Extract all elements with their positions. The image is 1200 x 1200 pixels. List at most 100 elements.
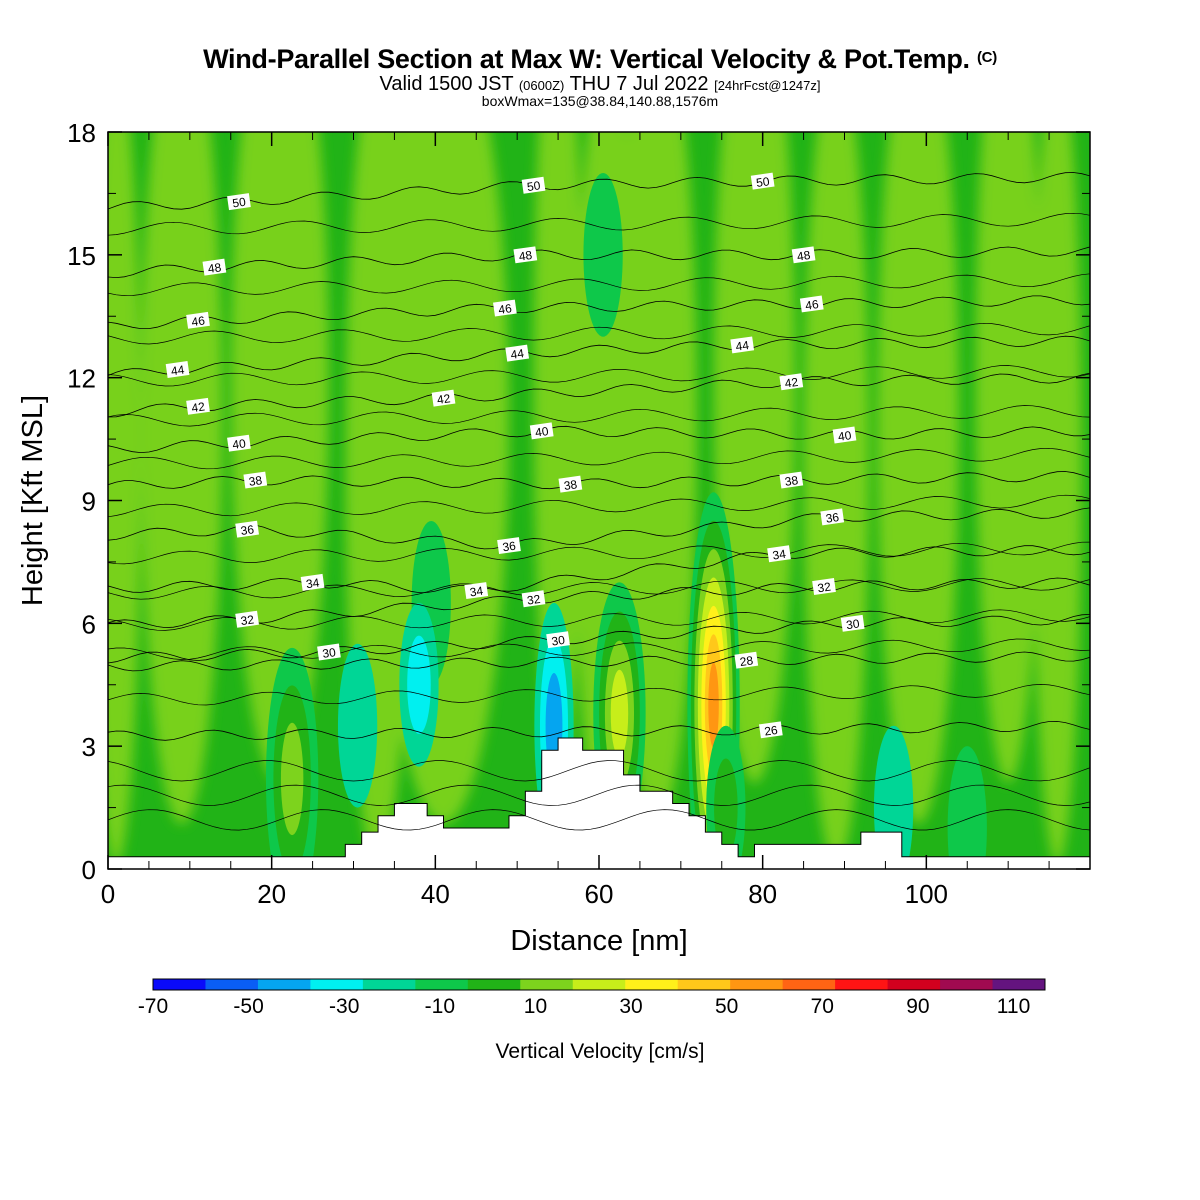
colorbar-swatch [677, 979, 731, 990]
theta-contour [108, 578, 1090, 600]
theta-contour [108, 638, 1090, 660]
updraft-core-level [610, 669, 629, 758]
theta-label: 46 [799, 295, 824, 313]
theta-label: 26 [758, 721, 783, 739]
theta-label-box [227, 193, 251, 211]
theta-label-text: 46 [191, 313, 206, 329]
theta-label-box [186, 311, 210, 329]
theta-label-text: 42 [784, 375, 799, 391]
colorbar-label: Vertical Velocity [cm/s] [496, 1040, 705, 1063]
terrain [107, 737, 1091, 870]
theta-contour [108, 609, 1090, 631]
colorbar-frame [152, 978, 1046, 991]
colorbar: -70 -50 -30 -10 10 30 50 70 90 110 Vertical Veloci… [138, 978, 1046, 1063]
theta-label-text: 34 [469, 584, 484, 600]
theta-contour [108, 760, 1090, 782]
theta-label-text: 42 [191, 399, 206, 415]
y-tick-label: 0 [82, 855, 96, 885]
theta-label-text: 36 [825, 510, 840, 526]
theta-contour [108, 545, 1090, 594]
theta-label-box [165, 361, 190, 378]
theta-contour [108, 494, 1090, 518]
theta-label: 42 [779, 373, 804, 391]
theta-label: 36 [497, 537, 521, 555]
colorbar-swatch [153, 979, 206, 990]
theta-label: 44 [730, 336, 755, 354]
updraft-core [265, 647, 319, 869]
valid-prefix: Valid 1500 JST [379, 73, 514, 95]
theta-contour [108, 425, 1090, 454]
theta-label-text: 44 [510, 346, 525, 362]
boxwmax-line: boxWmax=135@38.84,140.88,1576m [481, 93, 719, 109]
theta-contour [108, 365, 1090, 387]
chart-title: Wind-Parallel Section at Max W: Vertical… [0, 44, 1200, 75]
theta-label-text: 28 [739, 653, 754, 669]
theta-contour [108, 684, 1090, 706]
theta-label-box [202, 258, 227, 276]
theta-label: 34 [464, 582, 489, 600]
theta-label-text: 46 [497, 301, 512, 317]
theta-label-text: 34 [305, 575, 320, 591]
theta-label-box [840, 614, 865, 632]
theta-label: 50 [521, 176, 546, 194]
theta-label-text: 32 [240, 612, 255, 628]
theta-label: 42 [186, 397, 210, 415]
y-tick-label: 9 [82, 487, 96, 517]
x-tick-label: 20 [257, 879, 286, 909]
theta-label-text: 48 [518, 248, 533, 264]
theta-label-box [799, 295, 824, 313]
theta-label: 30 [317, 643, 341, 661]
theta-label-text: 38 [563, 477, 578, 493]
ascent-band [378, 132, 509, 824]
theta-label: 34 [300, 573, 325, 591]
theta-label-box [558, 475, 583, 493]
theta-contour [108, 651, 1090, 672]
theta-label: 40 [832, 426, 857, 444]
theta-contour [108, 273, 1090, 296]
theta-label-text: 50 [526, 178, 541, 194]
theta-label: 44 [165, 361, 190, 378]
theta-label: 32 [521, 590, 546, 608]
x-axis-label: Distance [nm] [510, 925, 687, 957]
valid-date: THU 7 Jul 2022 [569, 73, 709, 95]
theta-label-text: 40 [231, 436, 246, 452]
theta-label-text: 36 [240, 522, 255, 538]
x-tick-label: 80 [748, 879, 777, 909]
ascent-band [803, 132, 870, 865]
theta-contour [108, 322, 1090, 345]
theta-label-text: 30 [845, 616, 860, 632]
y-tick-label: 15 [67, 241, 96, 271]
colorbar-swatch [467, 979, 521, 990]
theta-label-text: 30 [551, 633, 566, 649]
theta-label-text: 40 [534, 424, 549, 440]
theta-contours [108, 172, 1090, 831]
colorbar-tick-label: 110 [997, 995, 1030, 1018]
theta-label: 38 [243, 471, 268, 489]
valid-utc: (0600Z) [518, 78, 565, 93]
theta-label-box [521, 590, 546, 608]
theta-label: 44 [505, 344, 530, 362]
downdraft-core [337, 643, 378, 808]
colorbar-swatch [257, 979, 311, 990]
theta-label-box [791, 246, 816, 264]
theta-label: 36 [820, 508, 845, 526]
colorbar-swatch [310, 979, 364, 990]
theta-contour [108, 405, 1090, 427]
theta-contour [108, 541, 1090, 565]
theta-label: 48 [513, 246, 538, 264]
y-tick-label: 18 [67, 118, 96, 148]
colorbar-tick-label: 90 [906, 995, 929, 1018]
theta-contour [108, 335, 1090, 376]
theta-label-text: 42 [436, 391, 451, 407]
theta-label: 30 [546, 631, 570, 649]
theta-label: 42 [431, 389, 456, 407]
theta-label-box [521, 176, 546, 194]
theta-label-text: 46 [804, 297, 819, 313]
forecast-info: [24hrFcst@1247z] [714, 78, 821, 93]
theta-label-text: 36 [502, 539, 517, 555]
theta-label-box [243, 471, 268, 489]
theta-contour [108, 471, 1090, 490]
theta-label-text: 26 [763, 723, 778, 739]
theta-label-box [497, 537, 521, 555]
